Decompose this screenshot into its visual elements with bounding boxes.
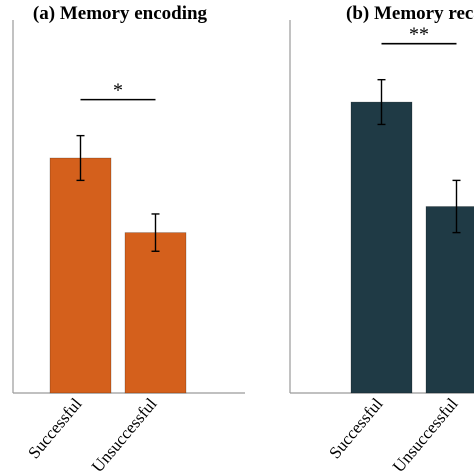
- panel-memory-recall: (b) Memory recall SuccessfulUnsuccessful…: [289, 3, 474, 474]
- x-tick-label: Unsuccessful: [389, 394, 462, 474]
- x-tick-label: Successful: [325, 394, 386, 462]
- significance-label: *: [113, 80, 123, 102]
- x-tick-label: Unsuccessful: [88, 394, 161, 474]
- panel-title: (b) Memory recall: [346, 3, 474, 24]
- bar-successful: [49, 157, 112, 394]
- panel-memory-encoding: (a) Memory encoding Successful Unsuccessf…: [12, 3, 245, 474]
- panel-title: (a) Memory encoding: [33, 3, 208, 24]
- bar-unsuccessful: [425, 206, 474, 394]
- bar-successful: [350, 101, 413, 394]
- bar-unsuccessful: [124, 232, 187, 394]
- significance-label: **: [409, 24, 429, 46]
- x-tick-label: Successful: [24, 394, 85, 462]
